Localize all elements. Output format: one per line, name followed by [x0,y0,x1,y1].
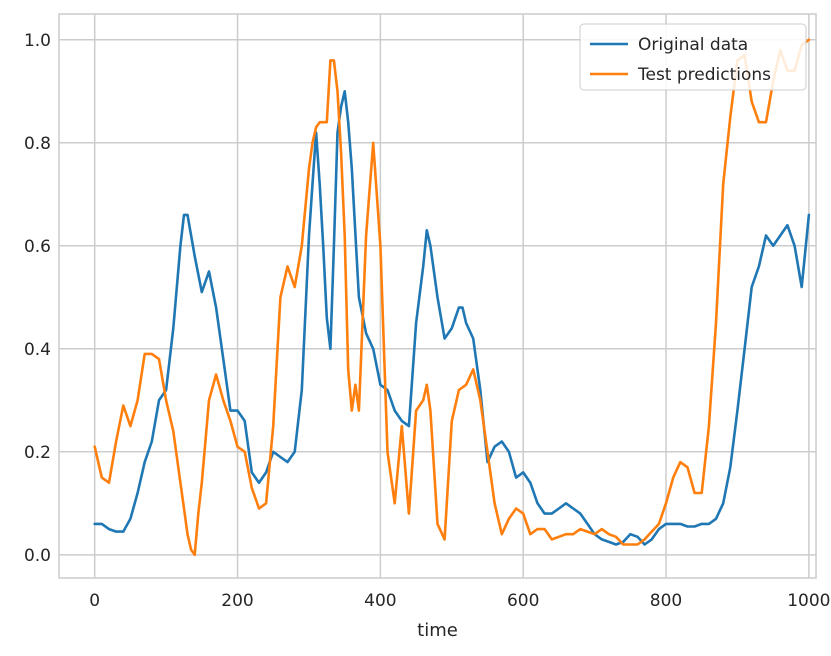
legend-box [579,23,807,91]
x-tick-label: 200 [221,591,253,611]
plot-frame [58,13,817,579]
x-axis-title: time [417,620,458,641]
x-tick-label: 400 [364,591,396,611]
x-tick-label: 0 [89,591,100,611]
tick-labels: 0 200 400 600 800 1000 0.0 0.2 0.4 0.6 0.8 1.0 [24,31,831,611]
grid-lines [59,14,816,578]
y-tick-label: 0.6 [24,237,51,257]
legend-label: Original data [638,35,748,55]
x-tick-label: 1000 [787,591,830,611]
y-tick-label: 1.0 [24,31,51,51]
series-lines [93,38,811,557]
legend: Original data Test predictions [579,23,807,91]
series-line-original-data [93,90,811,546]
y-tick-label: 0.0 [24,546,51,566]
series-line-test-predictions [93,38,811,557]
x-tick-label: 600 [507,591,539,611]
y-tick-label: 0.4 [24,340,51,360]
y-tick-label: 0.2 [24,443,51,463]
y-tick-label: 0.8 [24,134,51,154]
x-tick-label: 800 [650,591,682,611]
legend-label: Test predictions [637,65,771,85]
